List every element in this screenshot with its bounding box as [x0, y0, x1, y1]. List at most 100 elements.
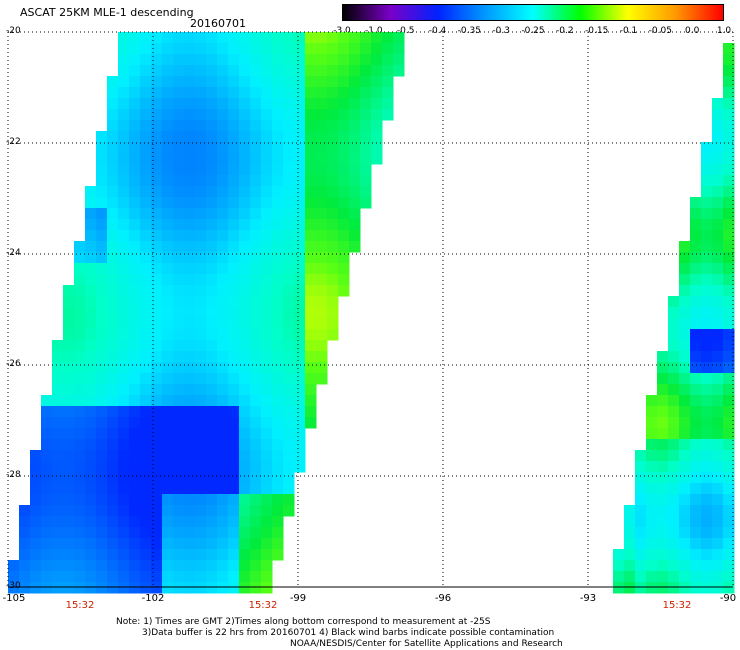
- swath-cell: [250, 296, 262, 308]
- swath-cell: [239, 582, 251, 594]
- swath-cell: [657, 439, 669, 451]
- swath-cell: [162, 219, 174, 231]
- swath-cell: [283, 307, 295, 319]
- swath-cell: [74, 340, 86, 352]
- swath-cell: [261, 560, 273, 572]
- swath-cell: [723, 538, 735, 550]
- swath-cell: [283, 329, 295, 341]
- swath-cell: [118, 197, 130, 209]
- swath-cell: [217, 153, 229, 165]
- swath-cell: [272, 175, 284, 187]
- swath-cell: [162, 43, 174, 55]
- swath-cell: [261, 296, 273, 308]
- swath-cell: [283, 241, 295, 253]
- swath-cell: [118, 494, 130, 506]
- swath-cell: [250, 549, 262, 561]
- swath-cell: [712, 461, 724, 473]
- swath-cell: [52, 571, 64, 583]
- swath-cell: [305, 285, 317, 297]
- swath-cell: [250, 274, 262, 286]
- swath-cell: [195, 329, 207, 341]
- swath-cell: [85, 263, 97, 275]
- swath-cell: [272, 439, 284, 451]
- swath-cell: [646, 428, 658, 440]
- swath-cell: [272, 263, 284, 275]
- swath-cell: [679, 494, 691, 506]
- swath-cell: [613, 560, 625, 572]
- swath-cell: [657, 483, 669, 495]
- swath-cell: [723, 142, 735, 154]
- swath-cell: [723, 274, 735, 286]
- swath-cell: [140, 549, 152, 561]
- swath-cell: [382, 54, 394, 66]
- swath-cell: [283, 76, 295, 88]
- swath-cell: [41, 472, 53, 484]
- swath-cell: [327, 120, 339, 132]
- swath-cell: [52, 428, 64, 440]
- swath-cell: [690, 329, 702, 341]
- swath-cell: [305, 142, 317, 154]
- swath-cell: [129, 230, 141, 242]
- swath-cell: [712, 175, 724, 187]
- swath-cell: [140, 285, 152, 297]
- swath-cell: [8, 571, 20, 583]
- swath-cell: [294, 329, 306, 341]
- swath-cell: [162, 549, 174, 561]
- swath-cell: [272, 32, 284, 44]
- swath-cell: [173, 274, 185, 286]
- swath-cell: [195, 505, 207, 517]
- swath-cell: [118, 406, 130, 418]
- swath-cell: [690, 384, 702, 396]
- swath-cell: [646, 505, 658, 517]
- swath-cell: [107, 351, 119, 363]
- swath-cell: [96, 296, 108, 308]
- swath-cell: [679, 516, 691, 528]
- swath-cell: [690, 307, 702, 319]
- swath-cell: [393, 65, 405, 77]
- swath-cell: [283, 472, 295, 484]
- swath-cell: [206, 76, 218, 88]
- swath-cell: [283, 208, 295, 220]
- swath-cell: [250, 395, 262, 407]
- swath-cell: [723, 450, 735, 462]
- swath-cell: [63, 351, 75, 363]
- swath-cell: [41, 483, 53, 495]
- swath-cell: [239, 483, 251, 495]
- swath-cell: [118, 153, 130, 165]
- swath-cell: [690, 428, 702, 440]
- swath-cell: [173, 340, 185, 352]
- swath-cell: [272, 318, 284, 330]
- swath-cell: [250, 186, 262, 198]
- swath-cell: [107, 274, 119, 286]
- colorbar-label: 0.0: [684, 26, 700, 36]
- swath-cell: [206, 527, 218, 539]
- swath-cell: [305, 120, 317, 132]
- swath-cell: [272, 54, 284, 66]
- swath-cell: [162, 153, 174, 165]
- swath-cell: [217, 43, 229, 55]
- swath-cell: [96, 142, 108, 154]
- swath-cell: [294, 175, 306, 187]
- swath-cell: [52, 549, 64, 561]
- swath-cell: [63, 285, 75, 297]
- swath-cell: [723, 549, 735, 561]
- swath-cell: [261, 175, 273, 187]
- swath-cell: [261, 32, 273, 44]
- swath-cell: [228, 285, 240, 297]
- swath-cell: [657, 549, 669, 561]
- swath-cell: [74, 252, 86, 264]
- swath-cell: [723, 76, 735, 88]
- swath-cell: [85, 472, 97, 484]
- swath-cell: [228, 296, 240, 308]
- swath-cell: [184, 120, 196, 132]
- swath-cell: [30, 560, 42, 572]
- swath-cell: [74, 505, 86, 517]
- swath-cell: [679, 274, 691, 286]
- swath-cell: [162, 340, 174, 352]
- swath-cell: [338, 241, 350, 253]
- swath-cell: [173, 362, 185, 374]
- swath-cell: [228, 230, 240, 242]
- swath-cell: [349, 65, 361, 77]
- swath-cell: [118, 186, 130, 198]
- swath-cell: [360, 54, 372, 66]
